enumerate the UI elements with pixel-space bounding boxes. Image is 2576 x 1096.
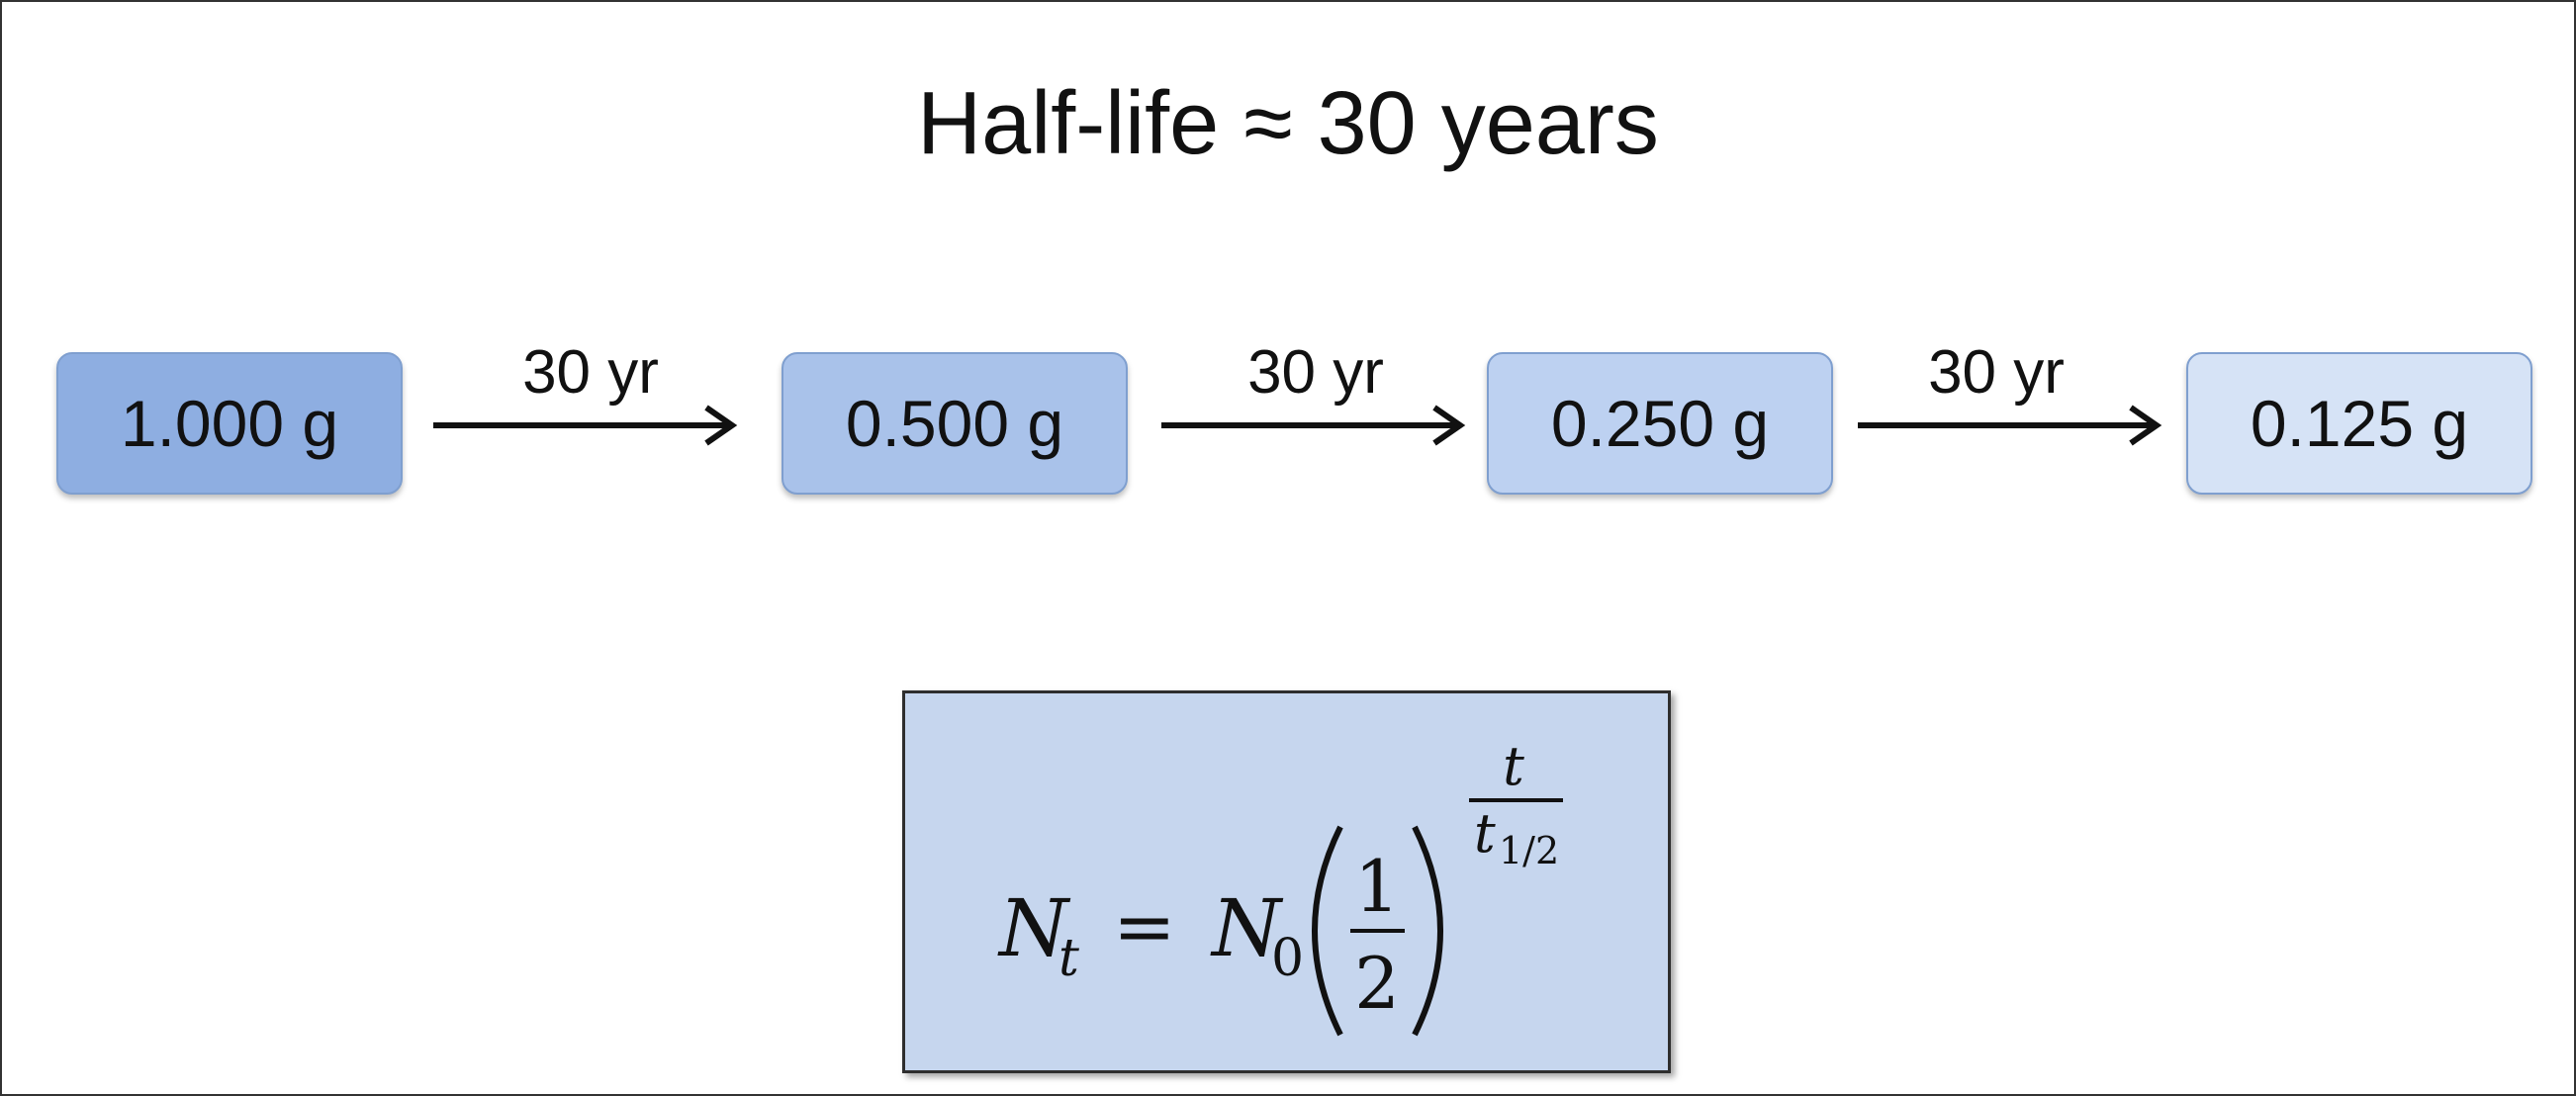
arrow-label-3: 30 yr xyxy=(1928,338,2065,407)
left-parenthesis xyxy=(1312,825,1343,1037)
formula-lhs-sub: t xyxy=(1058,929,1079,988)
mass-box-initial: 1.000 g xyxy=(56,352,403,495)
arrow-1 xyxy=(433,405,738,446)
arrow-label-2: 30 yr xyxy=(1247,338,1384,407)
fraction-numerator: 1 xyxy=(1354,845,1400,928)
formula-box: N t = N 0 1 2 t t 1/2 xyxy=(902,690,1671,1073)
formula-rhs-sub: 0 xyxy=(1271,929,1304,988)
arrow-label-1: 30 yr xyxy=(522,338,659,407)
exponent-denominator-var: t xyxy=(1474,802,1496,865)
right-parenthesis xyxy=(1412,825,1443,1037)
slide-title: Half-life ≈ 30 years xyxy=(917,74,1659,173)
formula-rhs-var: N xyxy=(1210,882,1284,974)
fraction-denominator: 2 xyxy=(1354,942,1400,1025)
exponent-denominator-sub: 1/2 xyxy=(1499,829,1559,872)
formula-equals: = xyxy=(1113,882,1176,970)
mass-box-after-3-half-lives: 0.125 g xyxy=(2186,352,2532,495)
mass-box-after-2-half-lives: 0.250 g xyxy=(1487,352,1833,495)
arrow-2 xyxy=(1161,405,1466,446)
exponent-numerator: t xyxy=(1503,735,1524,797)
half-life-formula: N t = N 0 1 2 t t 1/2 xyxy=(997,735,1563,1037)
arrow-3 xyxy=(1858,405,2162,446)
formula-lhs-var: N xyxy=(997,882,1071,974)
mass-box-after-1-half-life: 0.500 g xyxy=(782,352,1128,495)
